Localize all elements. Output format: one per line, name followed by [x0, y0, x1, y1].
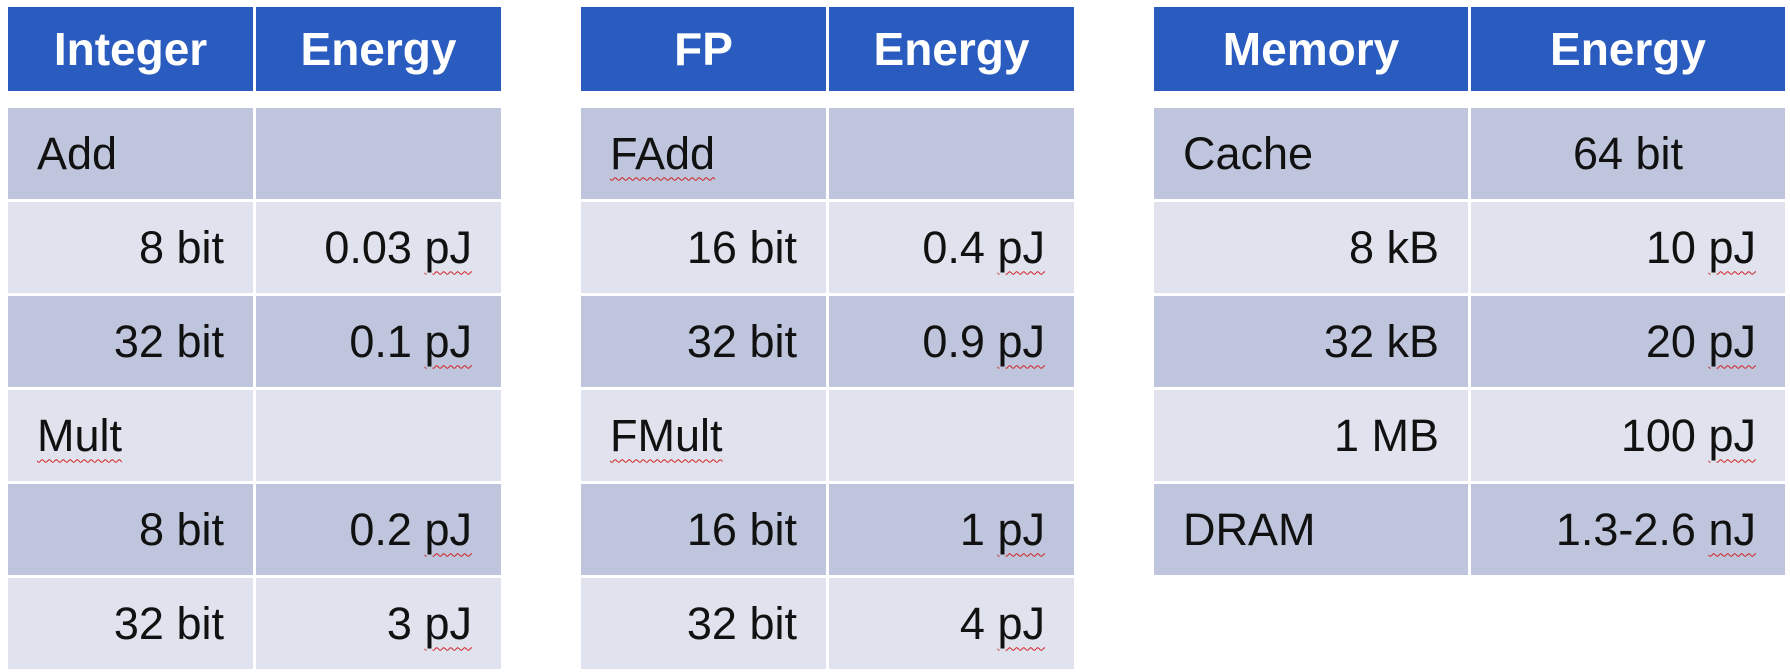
row-value: 4 pJ: [829, 578, 1074, 669]
table-row: 32 bit 3 pJ: [8, 578, 501, 669]
row-label: FAdd: [581, 108, 826, 199]
row-label: 32 bit: [8, 578, 253, 669]
table-row: FAdd: [581, 108, 1074, 199]
row-value: [829, 108, 1074, 199]
table-row: 32 bit 0.9 pJ: [581, 296, 1074, 387]
row-value: 1.3-2.6 nJ: [1471, 484, 1785, 575]
table-row: FMult: [581, 390, 1074, 481]
row-value: 0.9 pJ: [829, 296, 1074, 387]
row-label: 32 bit: [581, 578, 826, 669]
row-value: 1 pJ: [829, 484, 1074, 575]
table-row: 1 MB 100 pJ: [1154, 390, 1785, 481]
header-energy: Energy: [256, 7, 501, 91]
memory-energy-table: Memory Energy Cache 64 bit 8 kB 10 pJ 32…: [1151, 4, 1788, 578]
row-label: 16 bit: [581, 484, 826, 575]
row-label: 32 bit: [581, 296, 826, 387]
header-energy: Energy: [1471, 7, 1785, 91]
row-label: Mult: [8, 390, 253, 481]
row-label: Cache: [1154, 108, 1468, 199]
row-label: 32 bit: [8, 296, 253, 387]
row-label: 8 bit: [8, 484, 253, 575]
table-row: Mult: [8, 390, 501, 481]
row-label: DRAM: [1154, 484, 1468, 575]
row-label: Add: [8, 108, 253, 199]
row-value: [829, 390, 1074, 481]
row-value: 20 pJ: [1471, 296, 1785, 387]
row-label: FMult: [581, 390, 826, 481]
row-value: 10 pJ: [1471, 202, 1785, 293]
header-row: FP Energy: [581, 7, 1074, 91]
table-row: 32 bit 4 pJ: [581, 578, 1074, 669]
header-fp: FP: [581, 7, 826, 91]
table-row: Cache 64 bit: [1154, 108, 1785, 199]
row-label: 32 kB: [1154, 296, 1468, 387]
row-value: 0.4 pJ: [829, 202, 1074, 293]
row-value: 0.03 pJ: [256, 202, 501, 293]
row-value: [256, 390, 501, 481]
table-row: 16 bit 1 pJ: [581, 484, 1074, 575]
table-row: 8 bit 0.03 pJ: [8, 202, 501, 293]
table-row: DRAM 1.3-2.6 nJ: [1154, 484, 1785, 575]
row-label: 16 bit: [581, 202, 826, 293]
row-value: 100 pJ: [1471, 390, 1785, 481]
row-value: 0.1 pJ: [256, 296, 501, 387]
row-label: 1 MB: [1154, 390, 1468, 481]
row-value: 0.2 pJ: [256, 484, 501, 575]
integer-energy-table: Integer Energy Add 8 bit 0.03 pJ 32 bit …: [5, 4, 504, 672]
table-row: 32 kB 20 pJ: [1154, 296, 1785, 387]
table-row: Add: [8, 108, 501, 199]
row-value: 64 bit: [1471, 108, 1785, 199]
header-energy: Energy: [829, 7, 1074, 91]
row-value: [256, 108, 501, 199]
fp-energy-table: FP Energy FAdd 16 bit 0.4 pJ 32 bit 0.9 …: [578, 4, 1077, 672]
header-row: Memory Energy: [1154, 7, 1785, 91]
header-memory: Memory: [1154, 7, 1468, 91]
row-label: 8 bit: [8, 202, 253, 293]
table-row: 16 bit 0.4 pJ: [581, 202, 1074, 293]
header-row: Integer Energy: [8, 7, 501, 91]
table-row: 8 kB 10 pJ: [1154, 202, 1785, 293]
row-label: 8 kB: [1154, 202, 1468, 293]
row-value: 3 pJ: [256, 578, 501, 669]
header-integer: Integer: [8, 7, 253, 91]
table-row: 32 bit 0.1 pJ: [8, 296, 501, 387]
table-row: 8 bit 0.2 pJ: [8, 484, 501, 575]
